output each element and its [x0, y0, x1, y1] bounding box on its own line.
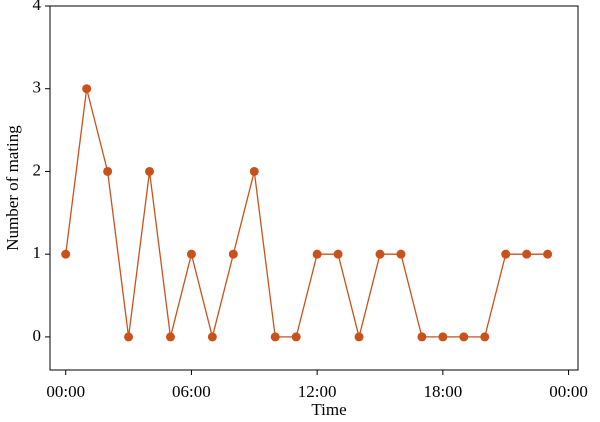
data-point	[438, 332, 448, 342]
data-point	[82, 84, 92, 94]
data-point	[186, 249, 196, 259]
data-point	[207, 332, 217, 342]
y-tick-label: 3	[33, 78, 42, 97]
plot-frame	[49, 5, 579, 371]
data-point	[145, 166, 155, 176]
data-point	[354, 332, 364, 342]
x-tick-label: 12:00	[298, 382, 337, 401]
data-point	[249, 166, 259, 176]
data-point	[333, 249, 343, 259]
data-point	[501, 249, 511, 259]
data-point	[291, 332, 301, 342]
data-point	[312, 249, 322, 259]
data-point	[543, 249, 553, 259]
y-tick-label: 0	[33, 326, 42, 345]
data-point	[480, 332, 490, 342]
y-tick-label: 2	[33, 160, 42, 179]
x-tick-label: 18:00	[423, 382, 462, 401]
data-point	[103, 166, 113, 176]
data-point	[165, 332, 175, 342]
y-tick-label: 1	[33, 243, 42, 262]
data-point	[375, 249, 385, 259]
data-point	[459, 332, 469, 342]
data-point	[228, 249, 238, 259]
data-line	[65, 88, 548, 338]
data-point	[522, 249, 532, 259]
x-tick-label: 00:00	[46, 382, 85, 401]
data-point	[417, 332, 427, 342]
x-tick-label: 06:00	[172, 382, 211, 401]
data-point	[270, 332, 280, 342]
data-point	[61, 249, 71, 259]
data-point	[396, 249, 406, 259]
x-axis-label: Time	[311, 400, 346, 419]
data-point	[124, 332, 134, 342]
y-tick-label: 4	[33, 0, 42, 14]
x-tick-label: 00:00	[549, 382, 588, 401]
y-axis-label: Number of mating	[3, 125, 22, 251]
